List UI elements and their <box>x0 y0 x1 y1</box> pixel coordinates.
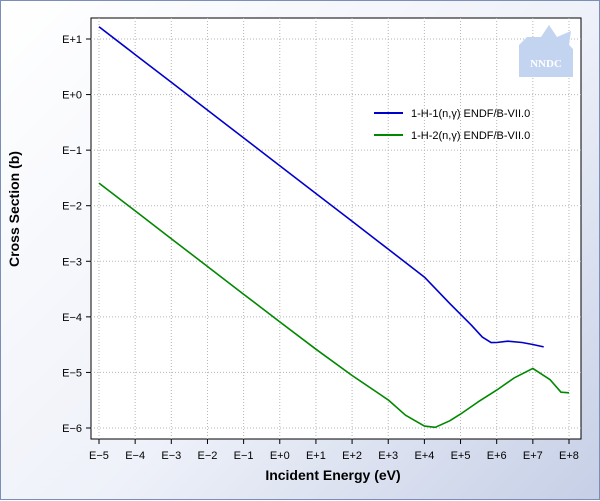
y-tick-label: E−6 <box>62 423 82 435</box>
y-tick-label: E−2 <box>62 201 82 213</box>
y-tick-label: E+1 <box>62 34 82 46</box>
legend-label: 1-H-2(n,γ) ENDF/B-VII.0 <box>411 130 530 142</box>
x-tick-label: E+1 <box>306 450 326 462</box>
y-axis-tick-labels: E−6 E−5 E−4 E−3 E−2 E−1 E+0 E+1 <box>62 34 82 435</box>
x-tick-label: E+0 <box>270 450 290 462</box>
x-axis-tick-labels: E−5 E−4 E−3 E−2 E−1 E+0 E+1 E+2 E+3 E+4 E+5 E+6 E+7 E… <box>89 450 579 462</box>
series-line-1 <box>98 26 544 348</box>
series-line-2 <box>98 182 570 429</box>
x-tick-label: E+3 <box>378 450 398 462</box>
x-tick-label: E−1 <box>234 450 254 462</box>
legend-label: 1-H-1(n,γ) ENDF/B-VII.0 <box>411 108 530 120</box>
x-tick-label: E+5 <box>451 450 471 462</box>
y-tick-label: E−3 <box>62 256 82 268</box>
grid <box>91 18 581 439</box>
x-axis-title: Incident Energy (eV) <box>265 467 400 483</box>
x-tick-label: E+8 <box>559 450 579 462</box>
x-tick-label: E−2 <box>198 450 218 462</box>
y-tick-label: E−1 <box>62 145 82 157</box>
y-axis-title: Cross Section (b) <box>6 151 22 267</box>
y-tick-label: E−5 <box>62 367 82 379</box>
nndc-watermark: NNDC <box>519 25 573 77</box>
x-tick-label: E+6 <box>487 450 507 462</box>
nndc-logo-text: NNDC <box>530 58 562 70</box>
plot-area <box>90 17 582 440</box>
legend: 1-H-1(n,γ) ENDF/B-VII.0 1-H-2(n,γ) ENDF/B… <box>374 108 530 142</box>
nndc-logo-shape <box>519 25 573 77</box>
x-tick-label: E−4 <box>125 450 145 462</box>
x-tick-label: E−3 <box>161 450 181 462</box>
x-tick-label: E+4 <box>414 450 434 462</box>
x-tick-label: E+2 <box>342 450 362 462</box>
x-tick-label: E−5 <box>89 450 109 462</box>
x-tick-label: E+7 <box>523 450 543 462</box>
series-layer <box>98 26 570 429</box>
y-tick-label: E−4 <box>62 312 82 324</box>
y-tick-label: E+0 <box>62 90 82 102</box>
axis-ticks <box>86 38 570 444</box>
